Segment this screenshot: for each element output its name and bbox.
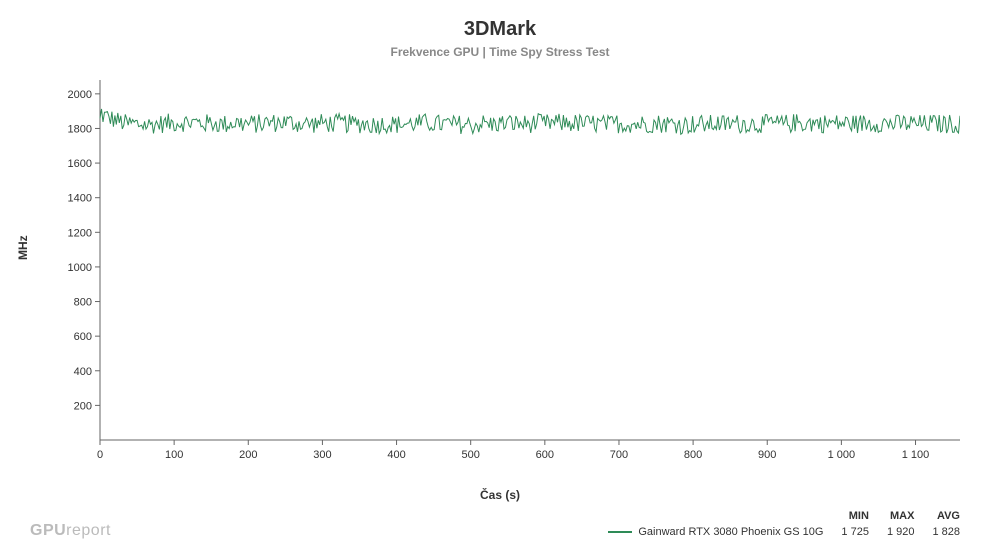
legend-swatch	[608, 531, 632, 533]
svg-text:400: 400	[74, 366, 92, 378]
svg-text:1000: 1000	[68, 262, 92, 274]
svg-text:1400: 1400	[68, 193, 92, 205]
svg-text:500: 500	[462, 449, 480, 461]
svg-text:1600: 1600	[68, 158, 92, 170]
series-line	[100, 109, 960, 134]
watermark: GPUreport	[30, 522, 111, 540]
svg-text:1200: 1200	[68, 227, 92, 239]
svg-text:100: 100	[165, 449, 183, 461]
svg-text:200: 200	[74, 400, 92, 412]
x-axis-label: Čas (s)	[0, 488, 1000, 502]
svg-text:1 100: 1 100	[902, 449, 930, 461]
svg-text:900: 900	[758, 449, 776, 461]
legend-header-row: MIN MAX AVG	[600, 510, 968, 524]
svg-text:0: 0	[97, 449, 103, 461]
legend-header-avg: AVG	[924, 510, 968, 524]
legend-header-max: MAX	[879, 510, 923, 524]
legend-series-name: Gainward RTX 3080 Phoenix GS 10G	[600, 526, 831, 538]
svg-text:600: 600	[74, 331, 92, 343]
legend-header-min: MIN	[833, 510, 877, 524]
footer: GPUreport MIN MAX AVG Gainward RTX 3080 …	[30, 506, 970, 540]
svg-text:800: 800	[74, 297, 92, 309]
legend-max: 1 920	[879, 526, 923, 538]
svg-text:800: 800	[684, 449, 702, 461]
y-axis-label: MHz	[16, 235, 30, 260]
watermark-bold: GPU	[30, 522, 66, 539]
svg-text:400: 400	[387, 449, 405, 461]
svg-text:2000: 2000	[68, 89, 92, 101]
svg-text:1800: 1800	[68, 123, 92, 135]
legend-avg: 1 828	[924, 526, 968, 538]
svg-text:600: 600	[536, 449, 554, 461]
legend-row: Gainward RTX 3080 Phoenix GS 10G1 7251 9…	[600, 526, 968, 538]
legend-table: MIN MAX AVG Gainward RTX 3080 Phoenix GS…	[598, 508, 970, 540]
legend-min: 1 725	[833, 526, 877, 538]
svg-text:700: 700	[610, 449, 628, 461]
chart-svg: 200 400 600 800 1000 1200 1400 1600 1800 2000 0 100…	[40, 70, 960, 470]
chart-title: 3DMark	[0, 0, 1000, 41]
svg-text:300: 300	[313, 449, 331, 461]
svg-text:1 000: 1 000	[828, 449, 856, 461]
chart-area: 200 400 600 800 1000 1200 1400 1600 1800 2000 0 100…	[40, 70, 960, 470]
svg-text:200: 200	[239, 449, 257, 461]
chart-subtitle: Frekvence GPU | Time Spy Stress Test	[0, 45, 1000, 59]
watermark-light: report	[66, 522, 111, 539]
